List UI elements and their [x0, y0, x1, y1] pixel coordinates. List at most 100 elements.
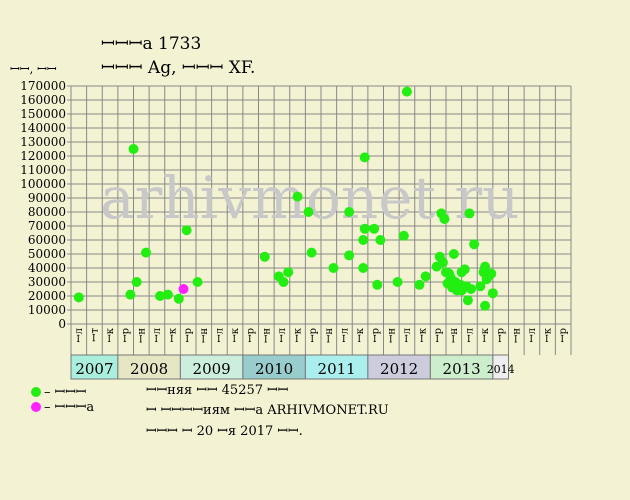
plot-area: arhivmonet.ru 01000020000300004000050000… — [20, 79, 572, 355]
legend-label-green: – ꟷꟷꟷ — [44, 385, 86, 400]
legend-swatch-magenta — [31, 402, 41, 412]
data-point — [162, 289, 173, 300]
data-point — [328, 263, 339, 273]
y-tick-label: 90000 — [28, 191, 66, 205]
data-point — [128, 144, 139, 154]
data-point — [401, 86, 412, 97]
data-point — [359, 152, 370, 163]
data-point — [369, 223, 380, 234]
chart-subtitle: ꟷꟷꟷ Ag, ꟷꟷꟷ XF. — [101, 58, 255, 78]
y-tick-label: 150000 — [20, 107, 66, 121]
data-point — [173, 293, 184, 304]
month-label: ꟷк — [293, 327, 304, 342]
data-point — [475, 281, 486, 292]
data-point — [392, 277, 403, 287]
data-point — [278, 277, 289, 287]
y-tick-label: 80000 — [28, 205, 66, 219]
legend: – ꟷꟷꟷ – ꟷꟷꟷa — [31, 385, 94, 415]
y-tick-label: 140000 — [20, 121, 66, 135]
month-label: ꟷк — [168, 327, 179, 342]
year-label: 2009 — [193, 360, 231, 378]
data-point — [359, 223, 370, 234]
month-label: ꟷт — [89, 328, 100, 342]
data-point — [178, 284, 189, 294]
year-axis: 2007 2008 2009 2010 2011 2012 2013 2014 — [70, 354, 515, 380]
data-point — [292, 191, 303, 202]
month-label: ꟷр — [433, 328, 444, 343]
month-label: ꟷр — [496, 328, 507, 343]
y-tick-label: 60000 — [28, 233, 66, 247]
month-label: ꟷк — [418, 327, 429, 342]
data-point — [486, 268, 497, 279]
data-point — [181, 225, 192, 236]
month-label: ꟷл — [402, 328, 413, 343]
month-label: ꟷк — [543, 327, 554, 342]
data-point — [131, 277, 142, 287]
data-point — [155, 291, 166, 301]
year-band — [367, 354, 431, 380]
footer-line-2: ꟷ ꟷꟷꟷꟷиям ꟷꟷa ARHIVMONET.RU — [146, 403, 389, 418]
data-point — [469, 239, 480, 250]
month-label: ꟷл — [74, 328, 85, 343]
data-point — [462, 295, 473, 306]
data-point — [420, 271, 431, 282]
watermark: arhivmonet.ru — [100, 164, 519, 232]
month-label: ꟷн — [511, 328, 522, 343]
year-band — [429, 354, 494, 380]
month-label: ꟷк — [480, 327, 491, 342]
month-label: ꟷн — [449, 328, 460, 343]
chart-title: ꟷꟷꟷa 1733 — [101, 34, 201, 54]
data-point — [283, 267, 294, 278]
y-tick-label: 20000 — [28, 289, 66, 303]
y-tick-label: 70000 — [28, 219, 66, 233]
year-label: 2012 — [380, 360, 418, 378]
y-tick-label: 170000 — [20, 79, 66, 93]
year-band — [492, 354, 509, 380]
legend-label-magenta: – ꟷꟷꟷa — [44, 400, 94, 415]
month-label: ꟷр — [371, 328, 382, 343]
data-point — [480, 261, 491, 272]
month-label: ꟷн — [199, 328, 210, 343]
month-label: ꟷк — [230, 327, 241, 342]
month-label: ꟷн — [261, 328, 272, 343]
y-tick-label: 50000 — [28, 247, 66, 261]
month-label: ꟷр — [121, 328, 132, 343]
data-point — [259, 251, 270, 262]
year-band — [304, 354, 369, 380]
month-label: ꟷк — [355, 327, 366, 342]
data-point — [487, 288, 498, 299]
data-point — [466, 284, 476, 294]
year-label: 2013 — [443, 360, 481, 378]
y-tick-label: 110000 — [20, 163, 66, 177]
data-point — [141, 247, 151, 258]
data-point — [464, 208, 475, 219]
data-point — [344, 250, 355, 261]
month-label: ꟷн — [136, 328, 147, 343]
year-label: 2007 — [75, 360, 113, 378]
year-band — [242, 354, 306, 380]
month-label: ꟷр — [558, 328, 569, 343]
data-point — [192, 277, 203, 287]
data-point — [358, 263, 369, 273]
y-tick-label: 100000 — [20, 177, 66, 191]
y-tick-label: 10000 — [28, 303, 66, 317]
data-point — [303, 207, 314, 217]
data-point — [372, 279, 383, 290]
footer-line-3: ꟷꟷꟷ ꟷ 20 ꟷя 2017 ꟷꟷ. — [146, 424, 303, 439]
year-label: 2014 — [487, 363, 515, 376]
month-axis: ꟷл ꟷт ꟷк ꟷр ꟷн ꟷл ꟷк ꟷр ꟷн ꟷл ꟷк ꟷр ꟷн ꟷл ꟷк ꟷр ꟷн ꟷл ꟷк ꟷр… — [74, 327, 569, 343]
month-label: ꟷл — [464, 328, 475, 343]
month-label: ꟷк — [105, 327, 116, 342]
y-tick-label: 40000 — [28, 261, 66, 275]
month-label: ꟷн — [324, 328, 335, 343]
month-label: ꟷн — [386, 328, 397, 343]
data-point — [480, 300, 491, 311]
year-label: 2011 — [318, 360, 356, 378]
data-point — [375, 235, 386, 245]
month-label: ꟷл — [152, 328, 163, 343]
month-label: ꟷр — [246, 328, 257, 343]
data-point — [306, 247, 317, 258]
data-point — [459, 264, 470, 275]
month-label: ꟷл — [527, 328, 538, 343]
month-label: ꟷл — [214, 328, 225, 343]
